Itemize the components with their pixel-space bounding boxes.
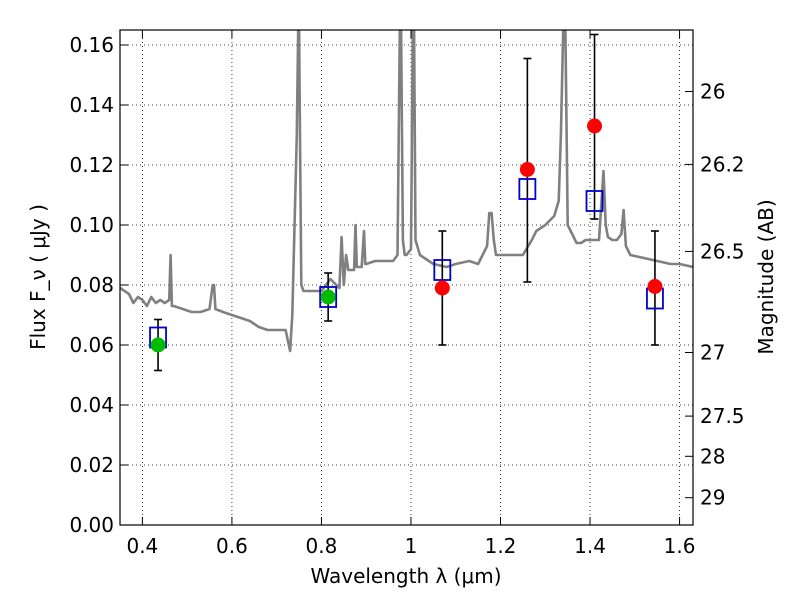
- plot-frame: [119, 29, 694, 526]
- model-flux-square: [433, 259, 452, 281]
- y-tick-label: 0.14: [69, 93, 114, 117]
- x-tick-label: 0.4: [126, 534, 158, 558]
- y2-tick-label: 28: [700, 444, 725, 468]
- y-tick-label: 0.06: [69, 333, 114, 357]
- plot-area: [120, 30, 693, 372]
- model-spectrum-line: [120, 30, 693, 353]
- green-data-point: [150, 337, 166, 353]
- y2-tick-label: 26: [700, 80, 725, 104]
- y-tick-label: 0.16: [69, 33, 114, 57]
- y-tick-label: 0.02: [69, 453, 114, 477]
- error-bars: [154, 33, 659, 372]
- model-flux-square: [518, 178, 537, 200]
- red-data-point: [519, 162, 535, 177]
- red-data-point: [587, 118, 603, 134]
- axis-ticks: 0.4 0.6 0.8 1 1.2 1.4 1.6 0.00 0.02 0.04 0.06 0.08 0…: [69, 30, 745, 558]
- model-flux-square: [319, 286, 338, 308]
- x-tick-label: 0.6: [216, 534, 248, 558]
- y-tick-label: 0.12: [69, 153, 114, 177]
- y2-tick-label: 27: [700, 341, 725, 365]
- green-data-point: [320, 289, 336, 305]
- y2-tick-label: 29: [700, 486, 725, 510]
- red-data-point: [647, 279, 663, 294]
- x-tick-label: 1.4: [574, 534, 606, 558]
- y-tick-label: 0.08: [69, 273, 114, 297]
- red-data-point: [434, 280, 450, 296]
- grid-lines: [120, 30, 693, 526]
- y2-axis-label: Magnitude (AB): [754, 199, 778, 354]
- y-tick-label: 0.00: [69, 513, 114, 537]
- y2-tick-label: 26.5: [700, 239, 745, 263]
- data-markers: [149, 118, 664, 353]
- x-tick-label: 1: [405, 534, 418, 558]
- y-axis-label: Flux F_ν ( μJy ): [26, 204, 50, 350]
- y-tick-label: 0.04: [69, 393, 114, 417]
- x-tick-label: 0.8: [306, 534, 338, 558]
- model-flux-square: [585, 190, 604, 212]
- x-tick-label: 1.2: [485, 534, 517, 558]
- x-axis-label: Wavelength λ (μm): [310, 564, 501, 588]
- x-tick-label: 1.6: [664, 534, 696, 558]
- y-tick-label: 0.10: [69, 213, 114, 237]
- y2-tick-label: 27.5: [700, 404, 745, 428]
- y2-tick-label: 26.2: [700, 152, 745, 176]
